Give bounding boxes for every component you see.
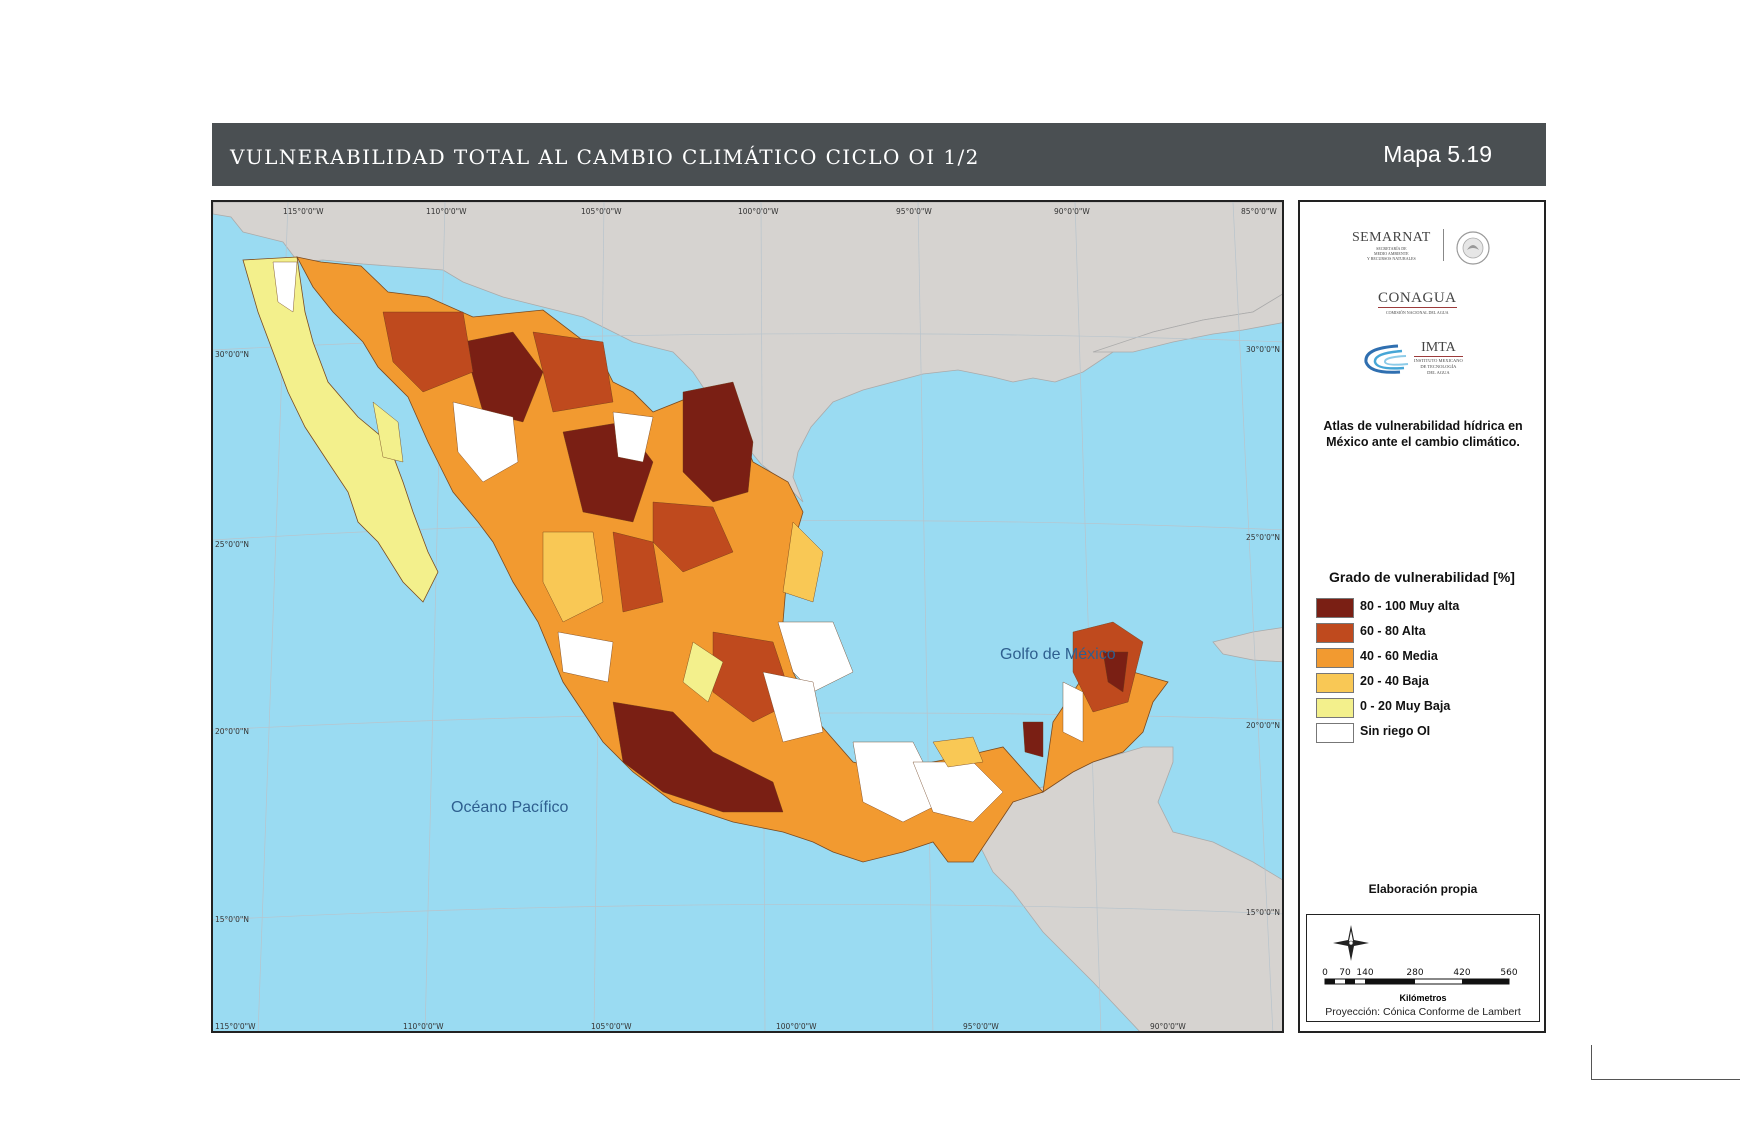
lon-label-top: 100°0'0"W bbox=[738, 207, 779, 216]
legend-swatch bbox=[1316, 673, 1354, 693]
legend-label: 20 - 40 Baja bbox=[1360, 674, 1429, 688]
scale-tick-label: 280 bbox=[1406, 968, 1423, 978]
page-corner-mark bbox=[1591, 1045, 1740, 1080]
lon-label-bottom: 100°0'0"W bbox=[776, 1022, 817, 1031]
conagua-sub-line: COMISIÓN NACIONAL DEL AGUA bbox=[1386, 310, 1449, 315]
scale-tick-label: 420 bbox=[1453, 968, 1470, 978]
semarnat-sub-line: Y RECURSOS NATURALES bbox=[1366, 256, 1416, 261]
conagua-logo: CONAGUA COMISIÓN NACIONAL DEL AGUA bbox=[1378, 290, 1457, 315]
source-note: Elaboración propia bbox=[1368, 882, 1478, 896]
lat-label-left: 20°0'0"N bbox=[215, 727, 249, 736]
projection-note: Proyección: Cónica Conforme de Lambert bbox=[1325, 1006, 1521, 1018]
lon-label-top: 90°0'0"W bbox=[1054, 207, 1090, 216]
lat-label-left: 15°0'0"N bbox=[215, 915, 249, 924]
legend-swatch bbox=[1316, 648, 1354, 668]
legend-swatch bbox=[1316, 598, 1354, 618]
lon-label-bottom: 115°0'0"W bbox=[215, 1022, 256, 1031]
scale-tick-label: 140 bbox=[1356, 968, 1373, 978]
imta-sub-line: DEL AGUA bbox=[1427, 370, 1450, 375]
legend-swatch bbox=[1316, 723, 1354, 743]
north-arrow-icon bbox=[1333, 925, 1369, 961]
imta-name: IMTA bbox=[1414, 340, 1463, 357]
mexican-seal-icon bbox=[1456, 231, 1490, 265]
atlas-title: Atlas de vulnerabilidad hídrica en Méxic… bbox=[1323, 419, 1523, 449]
map-canvas: 115°0'0"W 110°0'0"W 105°0'0"W 100°0'0"W … bbox=[213, 202, 1282, 1031]
semarnat-sub-line: MEDIO AMBIENTE bbox=[1374, 251, 1409, 256]
imta-sub-line: INSTITUTO MEXICANO bbox=[1414, 358, 1463, 363]
lon-label-bottom: 105°0'0"W bbox=[591, 1022, 632, 1031]
legend-label: 0 - 20 Muy Baja bbox=[1360, 699, 1451, 713]
semarnat-logo: SEMARNAT SECRETARÍA DE MEDIO AMBIENTE Y … bbox=[1352, 230, 1431, 261]
pacific-label: Océano Pacífico bbox=[451, 799, 569, 816]
semarnat-sub-line: SECRETARÍA DE bbox=[1376, 246, 1407, 251]
scale-unit: Kilómetros bbox=[1399, 993, 1447, 1003]
lon-label-top: 85°0'0"W bbox=[1241, 207, 1277, 216]
legend-label: Sin riego OI bbox=[1360, 724, 1431, 738]
lon-label-bottom: 110°0'0"W bbox=[403, 1022, 444, 1031]
semarnat-name: SEMARNAT bbox=[1352, 230, 1431, 245]
lat-label-right: 30°0'0"N bbox=[1246, 345, 1280, 354]
legend-swatch bbox=[1316, 698, 1354, 718]
legend-label: 40 - 60 Media bbox=[1360, 649, 1438, 663]
scale-tick-label: 70 bbox=[1339, 968, 1351, 978]
lon-label-top: 115°0'0"W bbox=[283, 207, 324, 216]
map-title: VULNERABILIDAD TOTAL AL CAMBIO CLIMÁTICO… bbox=[230, 145, 980, 169]
scale-bar-box: 0 70 140 280 420 560 Kilómetros Proyecci… bbox=[1306, 914, 1540, 1022]
map-number: Mapa 5.19 bbox=[1383, 141, 1492, 167]
logo-divider bbox=[1443, 229, 1444, 261]
lon-label-top: 105°0'0"W bbox=[581, 207, 622, 216]
lat-label-left: 25°0'0"N bbox=[215, 540, 249, 549]
lon-label-bottom: 90°0'0"W bbox=[1150, 1022, 1186, 1031]
lat-label-right: 20°0'0"N bbox=[1246, 721, 1280, 730]
baja-california bbox=[242, 256, 439, 603]
lon-label-top: 110°0'0"W bbox=[426, 207, 467, 216]
vulnerability-patches bbox=[272, 261, 1144, 823]
map-frame: 115°0'0"W 110°0'0"W 105°0'0"W 100°0'0"W … bbox=[211, 200, 1284, 1033]
cuba-landmass bbox=[1212, 627, 1282, 663]
legend-label: 80 - 100 Muy alta bbox=[1360, 599, 1460, 613]
legend-title: Grado de vulnerabilidad [%] bbox=[1329, 569, 1515, 585]
usa-landmass bbox=[213, 202, 1282, 503]
legend-label: 60 - 80 Alta bbox=[1360, 624, 1426, 638]
imta-logo: IMTA INSTITUTO MEXICANO DE TECNOLOGÍA DE… bbox=[1414, 340, 1463, 376]
conagua-name: CONAGUA bbox=[1378, 290, 1457, 308]
map-title-bar: VULNERABILIDAD TOTAL AL CAMBIO CLIMÁTICO… bbox=[212, 123, 1546, 186]
gulf-label: Golfo de México bbox=[1000, 646, 1116, 663]
scale-tick-label: 0 bbox=[1322, 968, 1328, 978]
lat-label-left: 30°0'0"N bbox=[215, 350, 249, 359]
lat-label-right: 15°0'0"N bbox=[1246, 908, 1280, 917]
legend-panel: SEMARNAT SECRETARÍA DE MEDIO AMBIENTE Y … bbox=[1298, 200, 1546, 1033]
imta-sub-line: DE TECNOLOGÍA bbox=[1420, 364, 1457, 369]
scale-tick-label: 560 bbox=[1500, 968, 1517, 978]
scale-bar: 0 70 140 280 420 560 bbox=[1322, 968, 1518, 985]
lon-label-bottom: 95°0'0"W bbox=[963, 1022, 999, 1031]
imta-wave-icon bbox=[1364, 344, 1409, 374]
lon-label-top: 95°0'0"W bbox=[896, 207, 932, 216]
legend-swatch bbox=[1316, 623, 1354, 643]
lat-label-right: 25°0'0"N bbox=[1246, 533, 1280, 542]
